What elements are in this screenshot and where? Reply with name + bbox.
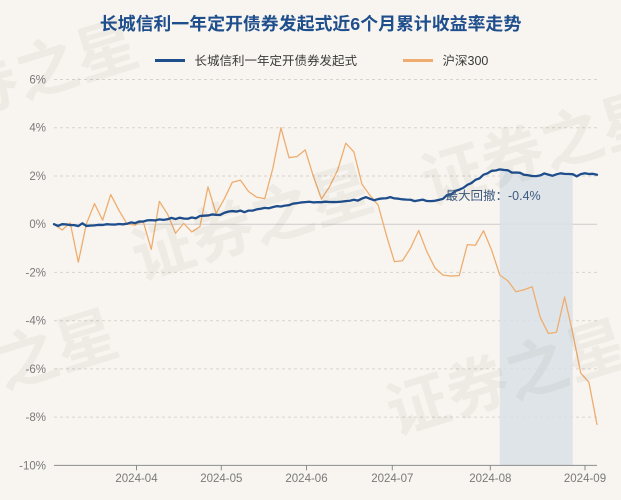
svg-text:-2%: -2% (26, 267, 46, 279)
svg-text:-6%: -6% (26, 364, 46, 376)
svg-text:-8%: -8% (26, 412, 46, 424)
svg-text:4%: 4% (29, 123, 46, 135)
svg-text:-10%: -10% (19, 460, 46, 472)
svg-text:2%: 2% (29, 171, 46, 183)
svg-text:2024-07: 2024-07 (371, 473, 413, 485)
svg-text:2024-05: 2024-05 (200, 473, 242, 485)
svg-text:6%: 6% (29, 75, 46, 87)
svg-text:2024-06: 2024-06 (285, 473, 327, 485)
svg-text:2024-04: 2024-04 (115, 473, 158, 485)
svg-text:-4%: -4% (26, 316, 46, 328)
svg-text:最大回撤：-0.4%: 最大回撤：-0.4% (446, 188, 541, 203)
svg-text:2024-09: 2024-09 (564, 473, 606, 485)
svg-text:2024-08: 2024-08 (469, 473, 511, 485)
svg-text:0%: 0% (29, 219, 46, 231)
